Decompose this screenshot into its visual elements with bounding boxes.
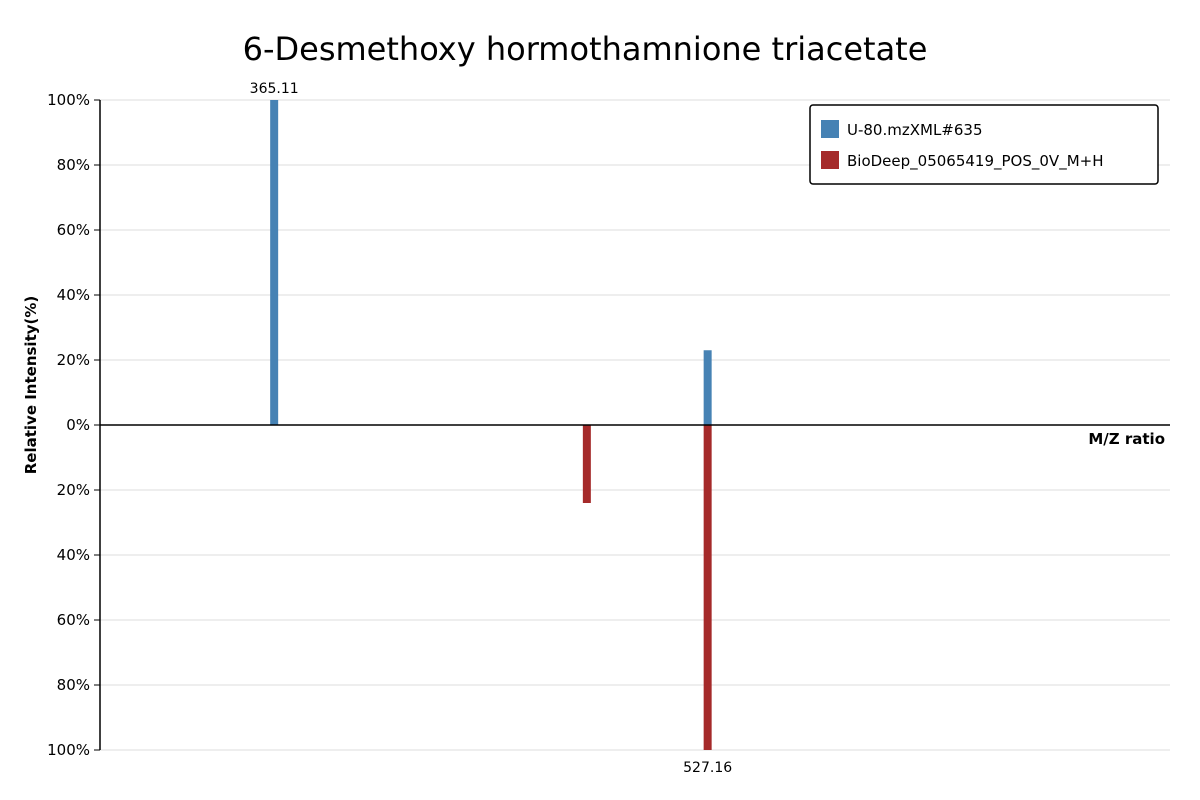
y-tick-label: 40%	[57, 286, 90, 304]
y-tick-label: 60%	[57, 611, 90, 629]
y-tick-label: 0%	[66, 416, 90, 434]
peak-label: 365.11	[250, 81, 299, 97]
peak-bar	[703, 425, 712, 750]
peak-label: 527.16	[683, 760, 732, 776]
y-tick-label: 100%	[47, 91, 90, 109]
y-tick-label: 40%	[57, 546, 90, 564]
y-tick-label: 20%	[57, 351, 90, 369]
peak-bar	[703, 350, 712, 425]
ticks-layer: 100% 80% 60% 40% 20% 0% 20% 40% 60% 80% 100%	[47, 91, 100, 759]
y-tick-label: 80%	[57, 676, 90, 694]
legend-swatch	[821, 120, 839, 138]
chart-title: 6-Desmethoxy hormothamnione triacetate	[243, 30, 928, 68]
y-tick-label: 20%	[57, 481, 90, 499]
peak-labels-layer: 365.11 527.16	[250, 81, 733, 776]
axes-layer	[99, 100, 1170, 750]
x-axis-label: M/Z ratio	[1088, 430, 1165, 448]
y-tick-label: 100%	[47, 741, 90, 759]
peak-bar	[582, 425, 591, 503]
grid-layer	[100, 99, 1170, 751]
legend-label: U-80.mzXML#635	[847, 121, 983, 139]
peaks-layer	[270, 100, 712, 750]
legend-swatch	[821, 151, 839, 169]
peak-bar	[270, 100, 279, 425]
y-tick-label: 60%	[57, 221, 90, 239]
legend: U-80.mzXML#635 BioDeep_05065419_POS_0V_M+…	[809, 104, 1159, 185]
y-axis-label: Relative Intensity(%)	[22, 296, 40, 475]
legend-label: BioDeep_05065419_POS_0V_M+H	[847, 152, 1103, 171]
y-tick-label: 80%	[57, 156, 90, 174]
legend-box	[809, 104, 1159, 185]
